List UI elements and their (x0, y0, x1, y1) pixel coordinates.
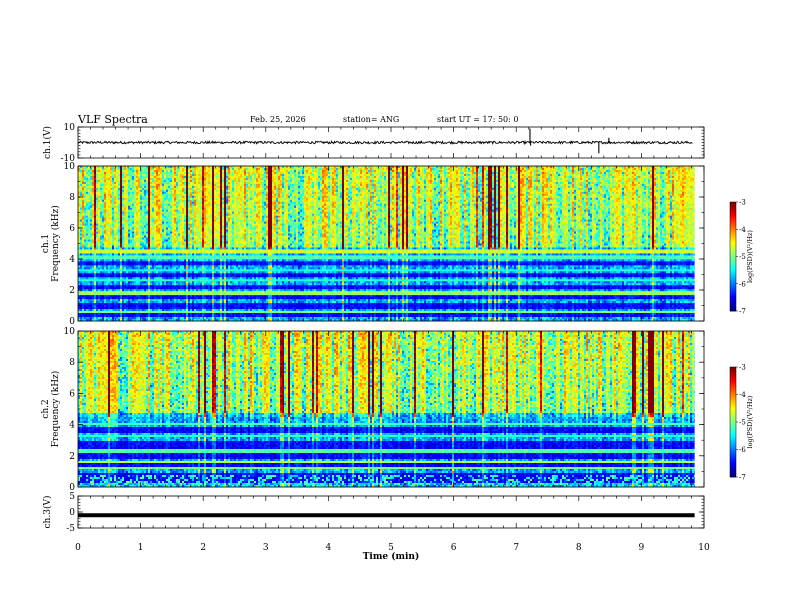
spectrogram-cell (180, 170, 182, 172)
spectrogram-cell (130, 170, 132, 172)
spectrogram-cell (158, 170, 160, 172)
spectrogram-cell (94, 170, 96, 172)
spectrogram-cell (112, 170, 114, 172)
spectrogram-cell (90, 170, 92, 172)
spectrogram-cell (170, 170, 172, 172)
spectrogram-cell (104, 170, 106, 172)
spectrogram-cell (160, 170, 162, 172)
spectrogram-cell (184, 170, 186, 172)
spectrogram-cell (154, 170, 156, 172)
spectrogram-cell (132, 170, 134, 172)
spectrogram-cell (198, 170, 200, 172)
ch1-voltage-ylabel: ch.1(V) (42, 126, 53, 159)
spectrogram-cell (210, 170, 212, 172)
spectrogram-cell (150, 170, 152, 172)
spectrogram-cell (214, 170, 216, 172)
spectrogram-cell (164, 170, 166, 172)
spectrogram-cell (146, 170, 148, 172)
spectrogram-cell (88, 170, 90, 172)
spectrogram-cell (98, 170, 100, 172)
spectrogram-cell (92, 170, 94, 172)
y-tick-label: 10 (64, 123, 76, 133)
spectrogram-cell (108, 170, 110, 172)
spectrogram-cell (224, 170, 226, 172)
spectrogram-cell (196, 170, 198, 172)
spectrogram-cell (116, 170, 118, 172)
vlf-spectra-chart: 10-10ch.1(V)0246810ch.1 Frequency (kHz)-3… (0, 0, 792, 612)
spectrogram-cell (220, 170, 222, 172)
spectrogram-cell (208, 170, 210, 172)
spectrogram-cell (114, 170, 116, 172)
spectrogram-cell (168, 170, 170, 172)
spectrogram-cell (120, 170, 122, 172)
spectrogram-cell (186, 170, 188, 172)
spectrogram-cell (172, 170, 174, 172)
spectrogram-cell (216, 170, 218, 172)
spectrogram-cell (118, 170, 120, 172)
spectrogram-cell (128, 170, 130, 172)
spectrogram-cell (192, 170, 194, 172)
spectrogram-cell (138, 170, 140, 172)
spectrogram-cell (190, 170, 192, 172)
spectrogram-cell (176, 170, 178, 172)
spectrogram-cell (100, 170, 102, 172)
spectrogram-cell (136, 170, 138, 172)
spectrogram-cell (152, 170, 154, 172)
spectrogram-cell (86, 170, 88, 172)
spectrogram-cell (142, 170, 144, 172)
spectrogram-cell (106, 170, 108, 172)
spectrogram-cell (200, 170, 202, 172)
spectrogram-cell (82, 170, 84, 172)
spectrogram-cell (80, 170, 82, 172)
spectrogram-cell (84, 170, 86, 172)
spectrogram-cell (126, 170, 128, 172)
spectrogram-cell (204, 170, 206, 172)
spectrogram-cell (102, 170, 104, 172)
spectrogram-cell (122, 170, 124, 172)
spectrogram-cell (182, 170, 184, 172)
spectrogram-cell (212, 170, 214, 172)
spectrogram-cell (194, 170, 196, 172)
spectrogram-cell (206, 170, 208, 172)
spectrogram-cell (222, 170, 224, 172)
spectrogram-cell (156, 170, 158, 172)
spectrogram-cell (110, 170, 112, 172)
spectrogram-cell (218, 170, 220, 172)
spectrogram-cell (166, 170, 168, 172)
spectrogram-cell (134, 170, 136, 172)
spectrogram-cell (144, 170, 146, 172)
spectrogram-cell (174, 170, 176, 172)
spectrogram-cell (178, 170, 180, 172)
spectrogram-cell (226, 170, 228, 172)
spectrogram-cell (96, 170, 98, 172)
spectrogram-cell (162, 170, 164, 172)
spectrogram-cell (148, 170, 150, 172)
ch1-spectrogram-cells (78, 166, 704, 321)
spectrogram-cell (124, 170, 126, 172)
spectrogram-cell (188, 170, 190, 172)
